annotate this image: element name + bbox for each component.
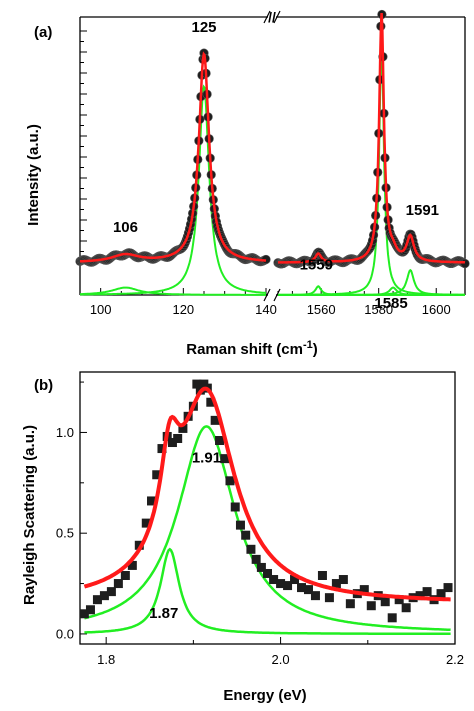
data-point (235, 520, 245, 530)
data-point (230, 502, 240, 512)
component-peak-1591 (278, 268, 465, 296)
data-point (401, 603, 411, 613)
peak-label-1.91: 1.91 (192, 450, 221, 467)
y-tick-label: 0.0 (56, 626, 74, 641)
data-point (359, 585, 369, 595)
data-point (324, 593, 334, 603)
data-point (380, 597, 390, 607)
data-point (276, 579, 286, 589)
chart-a: 100120140156015801600//10612515591581158… (75, 9, 470, 317)
peak-label-125: 125 (191, 19, 216, 36)
data-point (251, 554, 261, 564)
data-point (387, 613, 397, 623)
data-point (415, 591, 425, 601)
data-point (331, 579, 341, 589)
data-point (192, 379, 202, 389)
data-point (345, 599, 355, 609)
data-point (297, 583, 307, 593)
data-point (85, 605, 95, 615)
data-point (147, 496, 157, 506)
data-point (283, 581, 293, 591)
data-point (269, 575, 279, 585)
fit-line-seg0 (80, 51, 267, 263)
x-tick-label: 2.0 (272, 652, 290, 667)
data-point (366, 601, 376, 611)
x-tick-label: 1600 (422, 302, 451, 317)
data-point (173, 433, 183, 443)
peak-label-1585: 1585 (374, 295, 407, 312)
data-point (141, 518, 151, 528)
data-point (246, 544, 256, 554)
x-tick-label: 1.8 (97, 652, 115, 667)
data-point (290, 575, 300, 585)
data-point (317, 570, 327, 580)
data-point (210, 415, 220, 425)
component-peak-106 (80, 286, 266, 296)
x-tick-label: 140 (255, 302, 277, 317)
axis-break-label: // (268, 9, 276, 25)
panel-a-xlabel-close: ) (313, 341, 318, 358)
data-point (303, 585, 313, 595)
fit-line-seg1 (278, 12, 466, 264)
panel-a-ylabel: Intensity (a.u.) (25, 124, 42, 226)
panel-a-xlabel-sup: -1 (303, 339, 313, 351)
data-point (99, 591, 109, 601)
axis-break-mark (263, 10, 271, 24)
data-point (220, 454, 230, 464)
data-point (134, 540, 144, 550)
data-point (92, 595, 102, 605)
peak-label-1591: 1591 (406, 202, 439, 219)
data-point (241, 530, 251, 540)
data-point (338, 575, 348, 585)
peak-label-106: 106 (113, 219, 138, 236)
component-peak-1.91 (84, 425, 451, 632)
y-tick-label: 0.5 (56, 526, 74, 541)
data-point (152, 470, 162, 480)
axis-break-mark (273, 10, 281, 24)
panel-a-label: (a) (34, 24, 52, 41)
data-point (422, 587, 432, 597)
data-point (167, 438, 177, 448)
data-point (113, 579, 123, 589)
data-point (443, 583, 453, 593)
component-peak-1.87 (84, 547, 451, 636)
data-point (394, 595, 404, 605)
x-tick-label: 1560 (307, 302, 336, 317)
axis-break-mark (273, 288, 281, 302)
x-tick-label: 2.2 (446, 652, 464, 667)
data-point (157, 444, 167, 454)
data-point (127, 560, 137, 570)
data-point (225, 476, 235, 486)
component-peak-125 (80, 84, 266, 296)
data-point (215, 436, 225, 446)
peak-label-1.87: 1.87 (149, 605, 178, 622)
axis-break-mark (263, 288, 271, 302)
data-point (263, 568, 272, 578)
data-point (206, 397, 216, 407)
data-point (106, 587, 116, 597)
panel-b-label: (b) (34, 377, 53, 394)
panel-b-xlabel: Energy (eV) (223, 687, 306, 704)
x-tick-label: 100 (90, 302, 112, 317)
x-tick-label: 1580 (364, 302, 393, 317)
data-point (256, 562, 266, 572)
plot-frame (79, 371, 456, 645)
data-point (120, 570, 130, 580)
fit-line (83, 386, 451, 602)
panel-b-ylabel: Rayleigh Scattering (a.u.) (21, 425, 38, 605)
peak-label-1559: 1559 (300, 256, 333, 273)
data-point (310, 591, 320, 601)
y-tick-label: 1.0 (56, 425, 74, 440)
panel-a-xlabel: Raman shift (cm-1) (186, 339, 317, 358)
panel-a-xlabel-main: Raman shift (cm (186, 341, 303, 358)
data-point (178, 423, 188, 433)
data-point (460, 258, 470, 269)
x-tick-label: 120 (172, 302, 194, 317)
data-point (436, 589, 446, 599)
data-point (79, 609, 89, 619)
chart-b: 0.0 0.5 1.0 1.8 2.0 2.2 1.87 1.91 (56, 371, 464, 667)
